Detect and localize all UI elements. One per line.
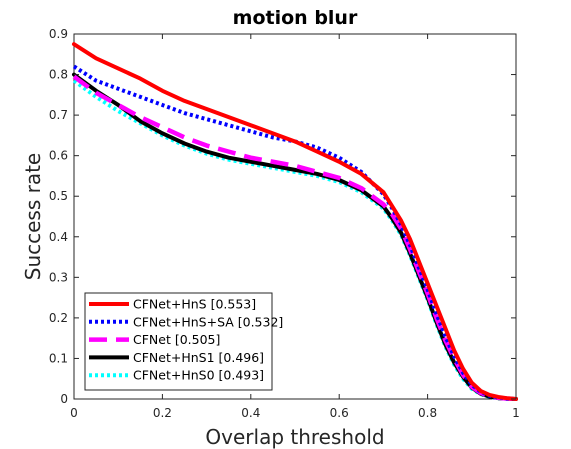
series-layer [72, 42, 518, 402]
x-tick-label: 0.6 [330, 406, 349, 420]
chart-title: motion blur [233, 7, 358, 29]
x-tick-label: 0.8 [418, 406, 437, 420]
y-tick-label: 0 [60, 392, 68, 406]
x-tick-label: 0.4 [241, 406, 260, 420]
legend: CFNet+HnS [0.553] CFNet+HnS+SA [0.532] CFN… [84, 292, 283, 391]
x-tick-label: 1 [512, 406, 520, 420]
y-tick-label: 0.8 [49, 68, 68, 82]
y-axis-label: Success rate [21, 153, 45, 281]
x-axis-label: Overlap threshold [205, 425, 384, 449]
legend-label-4: CFNet+HnS0 [0.493] [133, 368, 264, 383]
legend-label-0: CFNet+HnS [0.553] [133, 297, 256, 312]
y-tick-label: 0.3 [49, 270, 68, 284]
legend-label-3: CFNet+HnS1 [0.496] [133, 350, 264, 365]
legend-label-1: CFNet+HnS+SA [0.532] [133, 314, 283, 329]
y-tick-label: 0.2 [49, 311, 68, 325]
legend-label-2: CFNet [0.505] [133, 332, 220, 347]
y-tick-label: 0.9 [49, 27, 68, 41]
y-tick-label: 0.7 [49, 108, 68, 122]
x-tick-label: 0 [70, 406, 78, 420]
y-tick-label: 0.1 [49, 351, 68, 365]
y-tick-label: 0.6 [49, 149, 68, 163]
y-tick-label: 0.4 [49, 230, 68, 244]
ticks-layer: 0 0.2 0.4 0.6 0.8 1 0 0.1 0.2 0.3 0.4 0.5 0.6 0.7 0.8 0… [49, 27, 520, 420]
x-tick-label: 0.2 [153, 406, 172, 420]
series-line-0 [72, 42, 518, 401]
y-tick-label: 0.5 [49, 189, 68, 203]
